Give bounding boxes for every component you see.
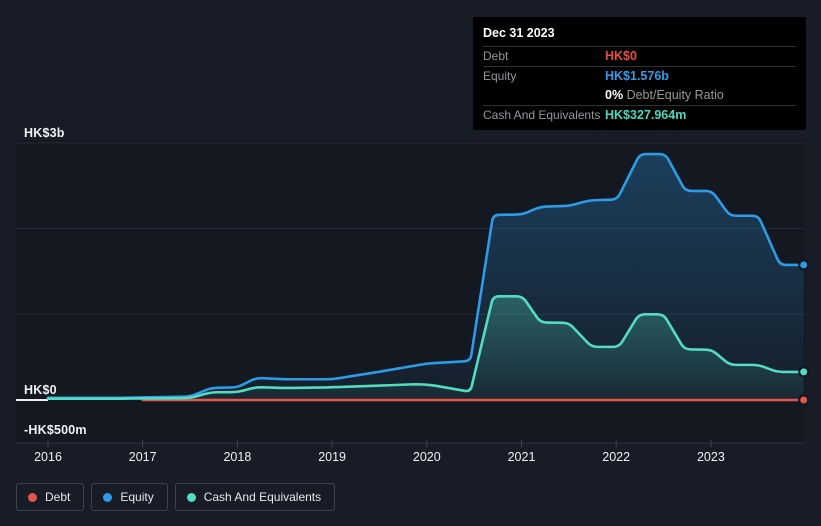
equity-end-dot (798, 259, 810, 271)
legend-item-equity[interactable]: Equity (91, 483, 168, 511)
tooltip-ratio-label: Debt/Equity Ratio (626, 88, 724, 102)
chart-tooltip: Dec 31 2023 Debt HK$0 Equity HK$1.576b 0… (473, 17, 806, 130)
x-axis-label: 2018 (223, 450, 251, 464)
tooltip-cash-label: Cash And Equivalents (483, 108, 601, 122)
equity-dot-icon (103, 492, 113, 502)
chart-legend: Debt Equity Cash And Equivalents (16, 483, 336, 511)
cash-and-equivalents-area (48, 296, 804, 400)
y-axis-label-0: HK$0 (24, 383, 57, 397)
tooltip-ratio-value: 0% (605, 88, 624, 102)
tooltip-equity-label: Equity (483, 69, 517, 83)
x-axis-label: 2022 (602, 450, 630, 464)
x-axis-label: 2016 (34, 450, 62, 464)
legend-item-debt[interactable]: Debt (16, 483, 85, 511)
tooltip-equity-value: HK$1.576b (605, 69, 669, 83)
equity-area (48, 154, 804, 400)
y-axis-label-3b: HK$3b (24, 126, 65, 140)
debt-dot-icon (28, 492, 37, 502)
tooltip-cash-value: HK$327.964m (605, 108, 687, 122)
cash-and-equivalents-line (46, 295, 806, 401)
x-axis-label: 2023 (697, 450, 725, 464)
y-axis-label-neg500m: -HK$500m (24, 423, 87, 437)
x-axis-label: 2020 (413, 450, 441, 464)
tooltip-row-debt: Debt HK$0 (483, 47, 796, 67)
tooltip-row-cash: Cash And Equivalents HK$327.964m (483, 106, 796, 125)
legend-item-cash[interactable]: Cash And Equivalents (174, 483, 336, 511)
x-axis-label: 2017 (129, 450, 157, 464)
equity-line (46, 152, 806, 400)
tooltip-debt-label: Debt (483, 49, 509, 63)
tooltip-date: Dec 31 2023 (483, 24, 796, 47)
debt-end-dot (798, 394, 810, 406)
cash-and-equivalents-end-dot (798, 366, 810, 378)
cash-dot-icon (186, 492, 196, 502)
tooltip-row-equity: Equity HK$1.576b (483, 67, 796, 86)
x-axis-label: 2021 (508, 450, 536, 464)
x-axis-label: 2019 (318, 450, 346, 464)
tooltip-row-ratio: 0% Debt/Equity Ratio (483, 86, 796, 106)
tooltip-debt-value: HK$0 (605, 49, 637, 63)
